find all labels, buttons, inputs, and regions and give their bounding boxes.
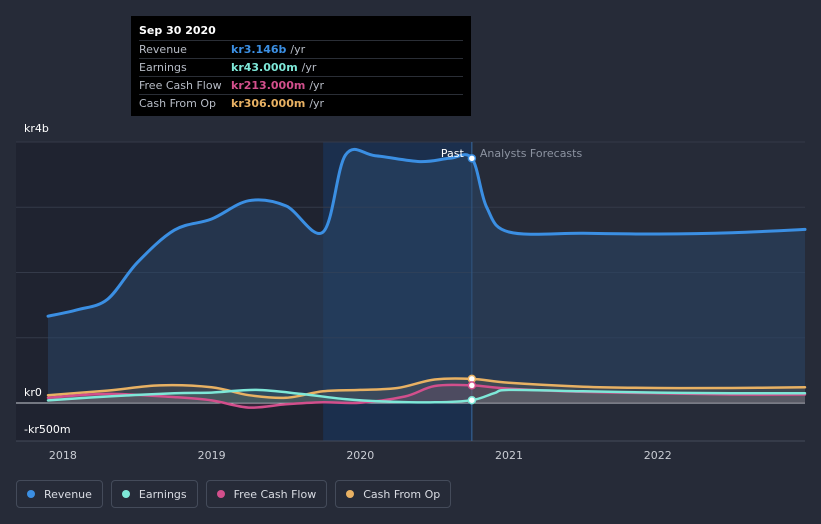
tooltip-label: Earnings <box>139 61 187 74</box>
tooltip-row-free-cash-flow: Free Cash Flow kr213.000m /yr <box>139 76 463 94</box>
legend-dot-icon <box>27 490 35 498</box>
y-tick-label: kr0 <box>24 386 42 399</box>
tooltip-row-cash-from-op: Cash From Op kr306.000m /yr <box>139 94 463 112</box>
tooltip-label: Revenue <box>139 43 187 56</box>
legend-item-earnings[interactable]: Earnings <box>110 480 198 508</box>
series-line-revenue <box>46 147 807 318</box>
tooltip-row-revenue: Revenue kr3.146b /yr <box>139 40 463 58</box>
past-label: Past <box>441 147 465 160</box>
legend-dot-icon <box>346 490 355 498</box>
legend-item-revenue[interactable]: Revenue <box>16 480 103 508</box>
legend-label: Revenue <box>44 487 92 501</box>
y-tick-label: -kr500m <box>24 423 71 436</box>
x-tick-label: 2019 <box>198 449 226 462</box>
series-area-free-cash-flow <box>48 384 805 408</box>
x-tick-label: 2022 <box>644 449 672 462</box>
tooltip-value: kr43.000m <box>231 61 298 74</box>
legend-item-cash-from-op[interactable]: Cash From Op <box>335 480 452 508</box>
marker-revenue <box>467 154 477 163</box>
tooltip-value: kr306.000m <box>231 97 306 110</box>
data-tooltip: Sep 30 2020 Revenue kr3.146b /yr Earning… <box>131 16 471 116</box>
tooltip-unit: /yr <box>309 79 325 92</box>
tooltip-unit: /yr <box>290 43 306 56</box>
series-line-cash-from-op <box>46 377 807 400</box>
legend-label: Earnings <box>138 487 187 501</box>
tooltip-unit: /yr <box>301 61 317 74</box>
legend-label: Cash From Op <box>363 487 441 501</box>
x-tick-label: 2021 <box>495 449 523 462</box>
tooltip-value: kr3.146b <box>231 43 287 56</box>
tooltip-value: kr213.000m <box>231 79 306 92</box>
y-tick-label: kr4b <box>24 122 49 135</box>
series-area-cash-from-op <box>48 378 805 403</box>
tooltip-label: Cash From Op <box>139 97 217 110</box>
tooltip-label: Free Cash Flow <box>139 79 222 92</box>
tooltip-date: Sep 30 2020 <box>139 24 216 37</box>
revenue-area <box>48 149 805 403</box>
marker-free-cash-flow <box>467 381 477 390</box>
legend-dot-icon <box>121 490 130 498</box>
legend-dot-icon <box>216 490 225 498</box>
legend-label: Free Cash Flow <box>233 487 317 501</box>
tooltip-unit: /yr <box>309 97 325 110</box>
x-tick-label: 2018 <box>49 449 77 462</box>
x-tick-label: 2020 <box>346 449 374 462</box>
series-line-earnings <box>46 388 807 404</box>
legend-item-free-cash-flow[interactable]: Free Cash Flow <box>205 480 328 508</box>
tooltip-row-earnings: Earnings kr43.000m /yr <box>139 58 463 76</box>
marker-earnings <box>467 395 477 405</box>
chart-legend: Revenue Earnings Free Cash Flow Cash Fro… <box>16 480 452 508</box>
forecast-label: Analysts Forecasts <box>480 147 583 160</box>
